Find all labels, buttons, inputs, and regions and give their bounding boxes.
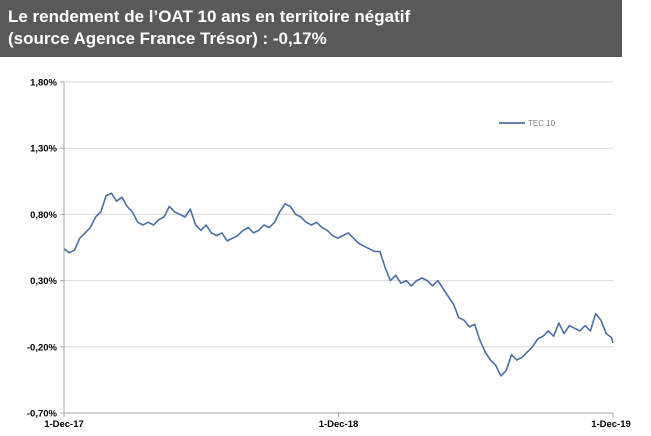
y-tick-label: 1,30%	[30, 144, 57, 155]
x-tick-label: 1-Dec-19	[591, 419, 631, 430]
y-tick-labels: -0,70% -0,20% 0,30% 0,80% 1,30% 1,80%	[27, 78, 64, 420]
grid-lines	[64, 81, 613, 348]
x-tick-label: 1-Dec-18	[319, 419, 359, 430]
y-tick-label: 0,80%	[30, 210, 57, 221]
x-tick-labels: 1-Dec-17 1-Dec-18 1-Dec-19	[44, 413, 631, 430]
y-tick-label: 1,80%	[30, 78, 57, 89]
title-banner: Le rendement de l’OAT 10 ans en territoi…	[0, 0, 622, 57]
chart-title-line-2: (source Agence France Trésor) : -0,17%	[8, 29, 327, 48]
y-tick-label: 0,30%	[30, 276, 57, 287]
y-tick-label: -0,20%	[27, 342, 58, 353]
chart-title-line-1: Le rendement de l’OAT 10 ans en territoi…	[8, 7, 411, 26]
x-tick-label: 1-Dec-17	[44, 419, 84, 430]
legend-label: TEC 10	[528, 119, 556, 128]
legend: TEC 10	[499, 119, 556, 128]
series-line-tec10	[63, 192, 614, 377]
y-tick-label: -0,70%	[27, 409, 58, 420]
